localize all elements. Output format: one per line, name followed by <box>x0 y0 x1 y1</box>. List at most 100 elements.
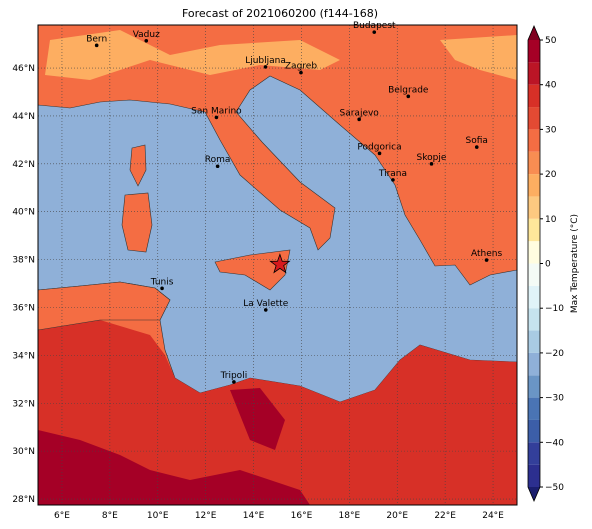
colorbar-band <box>528 464 540 487</box>
city-dot <box>406 94 411 99</box>
city-dot <box>94 43 99 48</box>
x-tick-label: 22°E <box>434 511 456 521</box>
city-dot <box>391 178 395 182</box>
city-dot <box>263 65 268 69</box>
city-label: Roma <box>205 155 231 165</box>
x-tick-label: 12°E <box>195 511 217 521</box>
colorbar-tick-label: −30 <box>545 394 564 404</box>
colorbar-band <box>528 442 540 465</box>
city-label: La Valette <box>243 299 288 309</box>
city-dot <box>372 30 377 34</box>
city-label: Sarajevo <box>340 108 380 118</box>
city-label: Budapest <box>353 21 396 31</box>
island <box>121 192 153 253</box>
colorbar-label: Max Temperature (°C) <box>570 214 580 313</box>
colorbar-band <box>528 352 540 376</box>
y-tick-label: 32°N <box>12 399 35 409</box>
colorbar-band <box>528 375 540 398</box>
colorbar-tick-label: −50 <box>545 483 564 493</box>
colorbar-tick-label: −20 <box>545 349 564 359</box>
city-label: Bern <box>86 34 107 44</box>
city-dot <box>484 258 489 262</box>
warm-patch <box>45 30 340 80</box>
y-tick-label: 46°N <box>12 64 35 74</box>
map-frame <box>37 24 518 506</box>
y-tick-label: 34°N <box>12 351 35 361</box>
marker-star <box>269 253 291 274</box>
city-dot <box>429 162 434 166</box>
y-tick-label: 40°N <box>12 208 35 218</box>
city-dot <box>144 39 149 43</box>
city-label: San Marino <box>191 106 242 116</box>
colorbar-band <box>528 84 540 108</box>
colorbar-band <box>528 308 540 331</box>
city-label: Tunis <box>150 277 174 287</box>
city-dot <box>377 151 382 156</box>
city-label: Podgorica <box>357 142 401 152</box>
warm-patch <box>440 35 517 80</box>
island <box>129 144 147 187</box>
city-dot <box>232 380 236 384</box>
colorbar-band <box>528 174 540 197</box>
colorbar-band <box>528 397 540 420</box>
colorbar-band <box>528 263 540 286</box>
x-tick-label: 18°E <box>339 511 361 521</box>
city-label: Tirana <box>378 169 407 179</box>
city-dot <box>299 70 303 75</box>
colorbar-tick-label: 0 <box>545 260 551 270</box>
colorbar-band <box>528 196 540 219</box>
title: Forecast of 2021060200 (f144-168) <box>182 7 378 20</box>
colorbar-tick-label: 50 <box>545 36 557 46</box>
colorbar-tick-label: −10 <box>545 304 564 314</box>
colorbar-band <box>528 62 540 85</box>
city-label: Sofia <box>466 136 488 146</box>
hot-patch <box>38 430 310 505</box>
colorbar-tick-label: 10 <box>545 215 557 225</box>
city-label: Ljubljana <box>245 56 286 66</box>
colorbar-tick-label: −40 <box>545 438 564 448</box>
city-dot <box>215 164 220 169</box>
city-label: Tripoli <box>220 371 248 381</box>
colorbar-band <box>528 151 540 175</box>
y-tick-label: 38°N <box>12 256 35 266</box>
colorbar-band <box>528 285 540 309</box>
city-dot <box>357 117 361 122</box>
colorbar-band <box>528 40 540 63</box>
city-dot <box>474 145 479 149</box>
colorbar-band <box>528 419 540 443</box>
city-label: Belgrade <box>388 85 429 95</box>
city-dot <box>160 286 164 291</box>
colorbar-band <box>528 218 540 242</box>
x-tick-label: 16°E <box>291 511 313 521</box>
y-tick-label: 42°N <box>12 160 35 170</box>
city-label: Athens <box>471 249 502 259</box>
x-tick-label: 24°E <box>482 511 504 521</box>
colorbar-band <box>528 241 540 264</box>
x-tick-label: 8°E <box>102 511 118 521</box>
y-tick-label: 30°N <box>12 447 35 457</box>
colorbar-tick-label: 40 <box>545 81 557 91</box>
x-tick-label: 14°E <box>243 511 265 521</box>
colorbar-tick-label: 30 <box>545 125 557 135</box>
hot-patch <box>230 388 285 450</box>
maghreb-coast <box>38 281 171 331</box>
island <box>214 249 291 291</box>
colorbar-band <box>528 330 540 353</box>
y-tick-label: 44°N <box>12 112 35 122</box>
y-tick-label: 36°N <box>12 303 35 313</box>
city-dot <box>214 115 219 120</box>
city-label: Zagreb <box>285 62 317 72</box>
colorbar-under <box>528 487 540 501</box>
colorbar-over <box>528 26 540 40</box>
colorbar-band <box>528 107 540 130</box>
x-tick-label: 6°E <box>54 511 70 521</box>
city-label: Vaduz <box>133 30 160 40</box>
colorbar-tick-label: 20 <box>545 170 557 180</box>
colorbar-band <box>528 129 540 152</box>
city-dot <box>263 308 268 312</box>
city-label: Skopje <box>417 153 447 163</box>
x-tick-label: 10°E <box>147 511 169 521</box>
x-tick-label: 20°E <box>386 511 408 521</box>
